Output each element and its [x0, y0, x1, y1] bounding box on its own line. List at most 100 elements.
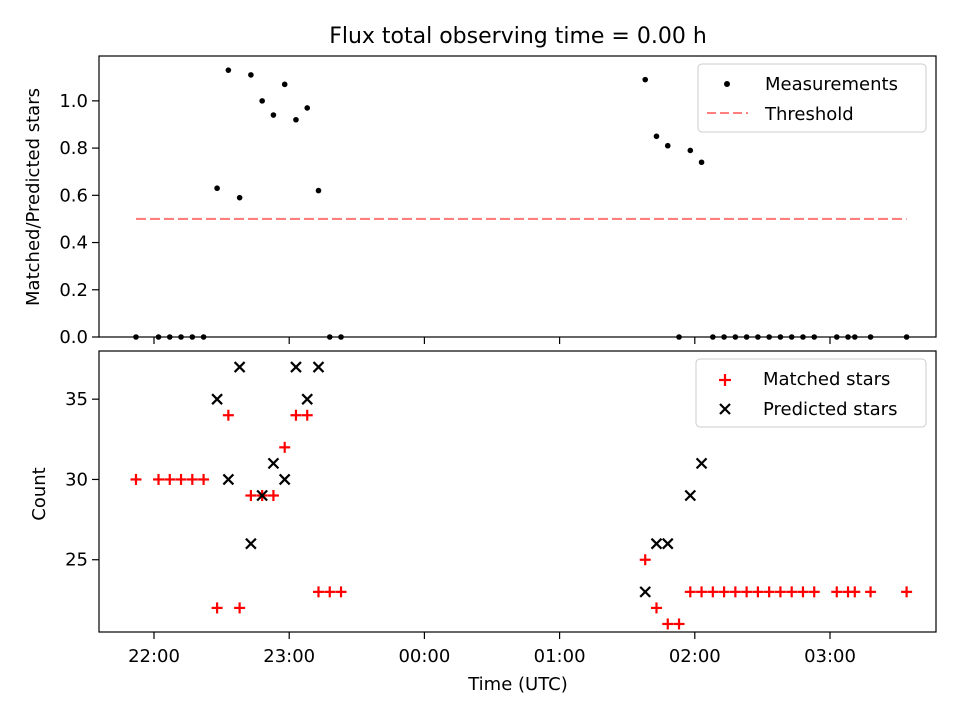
matched-star-point — [186, 473, 198, 485]
matched-star-point — [312, 586, 324, 598]
x-tick-label: 22:00 — [128, 646, 180, 667]
matched-star-point — [662, 618, 674, 630]
matched-star-point — [639, 554, 651, 566]
top-y-tick-label: 0.0 — [59, 327, 88, 348]
predicted-star-point — [233, 361, 246, 373]
matched-star-point — [729, 586, 741, 598]
legend-marker-matched — [719, 374, 731, 386]
measurement-point — [225, 67, 232, 73]
bottom-y-axis-label: Count — [29, 467, 50, 520]
predicted-star-stroke-b — [256, 489, 268, 502]
predicted-star-point — [695, 457, 708, 470]
top-legend: Measurements Threshold — [697, 63, 927, 133]
matched-star-point — [718, 586, 730, 598]
matched-star-point — [684, 586, 696, 598]
matched-star-point — [335, 586, 347, 598]
predicted-star-stroke-b — [639, 586, 652, 598]
x-tick-label: 23:00 — [263, 646, 315, 667]
matched-star-point — [797, 586, 809, 598]
matched-star-point — [267, 490, 279, 502]
bottom-x-ticks: 22:00 23:00 00:00 01:00 02:00 03:00 — [128, 632, 856, 667]
bottom-axes-frame — [98, 350, 937, 633]
legend-label-measurements: Measurements — [765, 74, 898, 95]
top-axes-frame — [98, 55, 937, 338]
predicted-star-point — [267, 457, 280, 470]
x-tick-label: 00:00 — [398, 646, 450, 667]
predicted-star-stroke-b — [661, 537, 674, 550]
matched-star-point — [786, 586, 798, 598]
predicted-star-stroke-b — [312, 361, 325, 373]
measurement-point — [664, 142, 671, 149]
bottom-y-tick-label: 35 — [65, 389, 88, 410]
predicted-star-stroke-b — [290, 361, 302, 373]
predicted-star-point — [301, 393, 314, 405]
predicted-star-point — [312, 361, 325, 373]
matched-star-point — [279, 441, 291, 453]
top-y-tick-label: 0.4 — [59, 233, 88, 254]
matched-star-point — [198, 473, 210, 485]
chart-title: Flux total observing time = 0.00 h — [329, 24, 707, 49]
measurement-point — [653, 133, 660, 140]
bottom-y-tick-label: 30 — [65, 469, 88, 490]
top-y-tick-label: 1.0 — [59, 91, 88, 112]
measurement-point — [214, 185, 220, 192]
bottom-panel: 25 30 35 22:00 23:00 00:00 01:00 02:00 03:00 Co… — [29, 350, 937, 695]
bottom-y-tick-label: 25 — [65, 550, 88, 571]
predicted-star-point — [211, 393, 223, 405]
matched-star-point — [831, 586, 843, 598]
predicted-star-point — [290, 361, 302, 373]
matched-star-point — [222, 409, 234, 421]
predicted-star-point — [639, 586, 652, 598]
matched-star-point — [752, 586, 764, 598]
matched-star-point — [774, 586, 786, 598]
matched-star-point — [290, 409, 302, 421]
x-tick-label: 03:00 — [804, 646, 856, 667]
measurement-point — [248, 72, 254, 78]
matched-star-point — [707, 586, 719, 598]
top-y-tick-label: 0.2 — [59, 280, 88, 301]
predicted-star-stroke-b — [245, 537, 257, 550]
top-x-ticks — [153, 337, 831, 344]
matched-star-point — [153, 473, 165, 485]
matched-star-point — [741, 586, 753, 598]
measurement-point — [270, 112, 277, 118]
legend-label-threshold: Threshold — [764, 104, 854, 125]
x-tick-label: 02:00 — [669, 646, 721, 667]
legend-label-predicted: Predicted stars — [763, 399, 897, 420]
legend-label-matched: Matched stars — [763, 369, 890, 390]
bottom-legend: Matched stars Predicted stars — [695, 358, 927, 428]
predicted-star-point — [661, 537, 674, 550]
predicted-star-stroke-b — [222, 473, 235, 486]
predicted-star-stroke-b — [278, 473, 291, 486]
matched-star-point — [901, 586, 913, 598]
predicted-star-stroke-b — [301, 393, 314, 405]
predicted-star-point — [650, 537, 663, 550]
predicted-star-point — [684, 489, 697, 502]
matched-star-point — [130, 473, 142, 485]
matched-star-point — [763, 586, 775, 598]
matched-star-point — [696, 586, 708, 598]
matched-star-point — [164, 473, 176, 485]
measurement-point — [687, 147, 694, 154]
predicted-star-point — [256, 489, 268, 502]
predicted-stars-layer — [211, 361, 708, 598]
top-y-axis-label: Matched/Predicted stars — [23, 88, 44, 306]
x-tick-label: 01:00 — [534, 646, 586, 667]
matched-star-point — [650, 602, 662, 614]
top-legend-box — [697, 63, 927, 133]
matched-star-point — [849, 586, 861, 598]
legend-marker-predicted — [719, 403, 731, 415]
matched-star-point — [808, 586, 820, 598]
top-y-tick-label: 0.6 — [59, 185, 88, 206]
measurement-point — [698, 159, 705, 166]
measurement-point — [236, 194, 243, 201]
predicted-star-stroke-b — [267, 457, 280, 470]
predicted-star-stroke-b — [211, 393, 223, 405]
matched-star-point — [324, 586, 336, 598]
measurement-point — [304, 105, 311, 111]
x-axis-label: Time (UTC) — [467, 674, 568, 695]
bottom-y-ticks: 25 30 35 — [65, 389, 99, 571]
measurement-point — [281, 81, 288, 88]
measurement-point — [293, 116, 299, 123]
